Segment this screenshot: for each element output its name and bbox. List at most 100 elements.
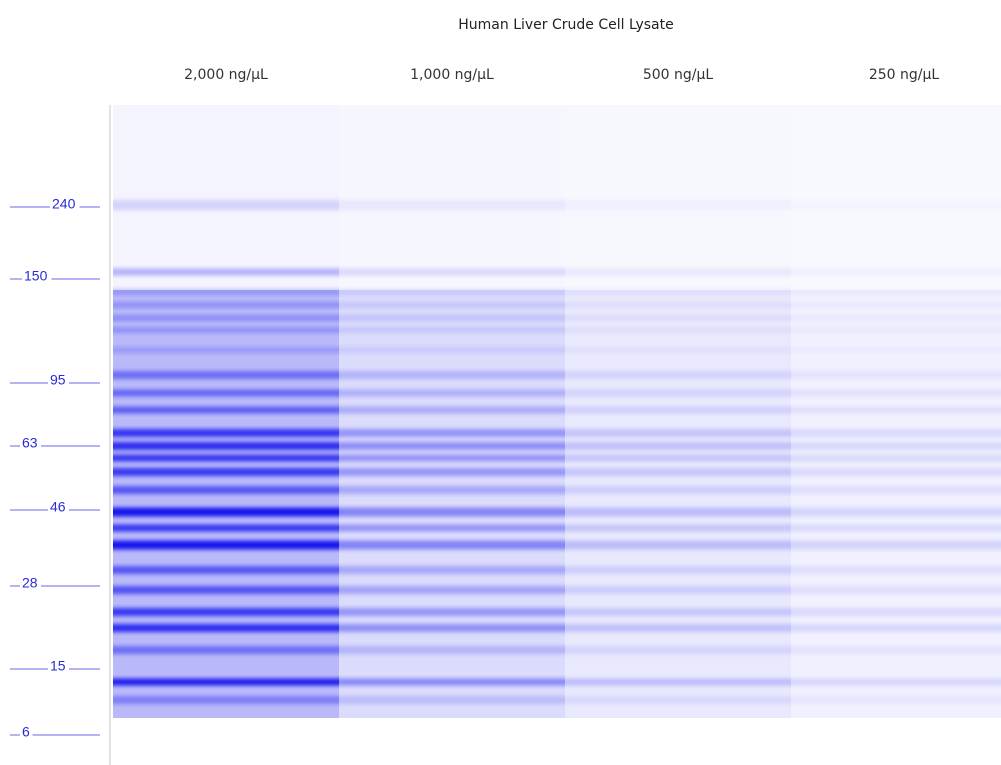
- ladder: 240 150 95 63 46 28 15 6: [10, 196, 100, 741]
- band: [113, 624, 339, 632]
- band: [791, 269, 1001, 276]
- lane-label: 250 ng/µL: [869, 67, 940, 83]
- ladder-label-bg: [20, 438, 41, 452]
- band: [113, 327, 339, 333]
- band: [339, 347, 565, 353]
- gel-title: Human Liver Crude Cell Lysate: [458, 17, 673, 33]
- band: [339, 371, 565, 379]
- band: [113, 696, 339, 704]
- lane-labels: 2,000 ng/µL 1,000 ng/µL 500 ng/µL 250 ng/µL: [184, 67, 939, 83]
- band: [565, 507, 791, 517]
- gel-lane: [113, 105, 339, 718]
- band: [565, 524, 791, 532]
- gel-lane: [339, 200, 565, 718]
- band: [565, 347, 791, 353]
- band: [113, 524, 339, 532]
- band: [565, 468, 791, 476]
- band: [791, 608, 1001, 616]
- band: [113, 347, 339, 353]
- band: [339, 524, 565, 532]
- band: [113, 486, 339, 494]
- band: [791, 696, 1001, 704]
- band: [339, 442, 565, 450]
- band: [113, 678, 339, 686]
- ladder-label-bg: [48, 375, 69, 389]
- band: [791, 347, 1001, 353]
- band: [339, 302, 565, 308]
- band: [113, 371, 339, 379]
- band: [791, 566, 1001, 574]
- band: [113, 566, 339, 574]
- band: [791, 678, 1001, 686]
- band: [565, 371, 791, 379]
- band: [565, 566, 791, 574]
- band: [791, 540, 1001, 550]
- band: [339, 468, 565, 476]
- band: [565, 608, 791, 616]
- band: [791, 302, 1001, 308]
- band: [339, 315, 565, 321]
- ladder-label: 240: [52, 196, 76, 212]
- band: [339, 507, 565, 517]
- band: [339, 289, 565, 295]
- band: [791, 327, 1001, 333]
- band: [339, 454, 565, 462]
- band: [565, 678, 791, 686]
- band: [565, 315, 791, 321]
- band: [565, 442, 791, 450]
- ladder-label-bg: [20, 727, 33, 741]
- band: [791, 524, 1001, 532]
- lane-label: 2,000 ng/µL: [184, 67, 268, 83]
- ladder-label: 63: [22, 435, 38, 451]
- band: [565, 486, 791, 494]
- lane-label: 1,000 ng/µL: [410, 67, 494, 83]
- ladder-label: 6: [22, 724, 30, 740]
- band: [339, 586, 565, 594]
- band: [565, 540, 791, 550]
- band: [565, 200, 791, 210]
- band: [565, 586, 791, 594]
- lane-label: 500 ng/µL: [643, 67, 714, 83]
- band: [339, 200, 565, 210]
- band: [113, 302, 339, 308]
- band: [113, 315, 339, 321]
- band: [791, 586, 1001, 594]
- band: [791, 486, 1001, 494]
- band: [791, 315, 1001, 321]
- band: [565, 646, 791, 654]
- gel-lane: [791, 200, 1001, 704]
- band: [113, 389, 339, 397]
- band: [791, 507, 1001, 517]
- band: [113, 406, 339, 414]
- band: [565, 624, 791, 632]
- band: [113, 540, 339, 550]
- band: [565, 429, 791, 437]
- band: [791, 646, 1001, 654]
- band: [113, 507, 339, 517]
- band: [113, 454, 339, 462]
- band: [791, 200, 1001, 210]
- band: [339, 566, 565, 574]
- band: [565, 327, 791, 333]
- band: [791, 289, 1001, 295]
- ladder-label: 28: [22, 575, 38, 591]
- gel: [113, 105, 1001, 718]
- band: [113, 442, 339, 450]
- band: [113, 289, 339, 295]
- ladder-label-bg: [20, 578, 41, 592]
- band: [565, 696, 791, 704]
- band: [565, 454, 791, 462]
- band: [791, 429, 1001, 437]
- band: [791, 406, 1001, 414]
- band: [113, 608, 339, 616]
- band: [565, 302, 791, 308]
- band: [339, 696, 565, 704]
- ladder-label: 150: [24, 268, 48, 284]
- band: [113, 429, 339, 437]
- band: [339, 678, 565, 686]
- band: [339, 486, 565, 494]
- band: [791, 454, 1001, 462]
- band: [791, 442, 1001, 450]
- band: [113, 268, 339, 276]
